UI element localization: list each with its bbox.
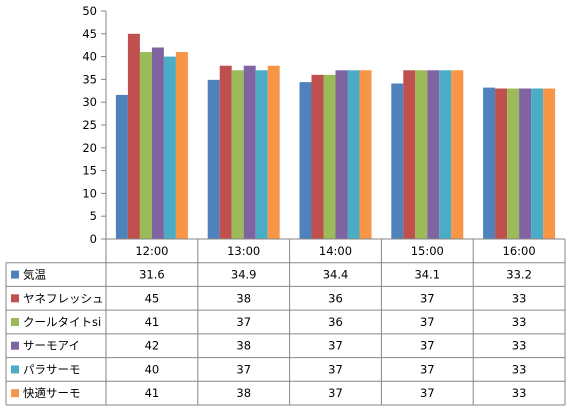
category-label: 16:00 — [503, 244, 536, 258]
bar — [175, 52, 188, 239]
bar — [243, 65, 256, 239]
bar — [323, 74, 336, 239]
legend-key — [11, 365, 19, 374]
bar — [543, 88, 556, 240]
data-label: 33 — [512, 386, 527, 400]
y-tick-label: 45 — [82, 27, 97, 41]
data-label: 33 — [512, 362, 527, 376]
data-label: 34.1 — [414, 268, 440, 282]
bar — [391, 83, 404, 239]
bar — [163, 56, 176, 239]
y-tick-label: 50 — [82, 4, 97, 18]
series-label: パラサーモ — [23, 362, 81, 376]
data-label: 38 — [236, 339, 251, 353]
y-tick-label: 10 — [82, 186, 97, 200]
bar — [495, 88, 508, 240]
data-label: 45 — [145, 291, 160, 305]
data-label: 37 — [420, 315, 435, 329]
data-label: 38 — [236, 291, 251, 305]
category-label: 12:00 — [135, 244, 168, 258]
series-label: サーモアイ — [23, 339, 80, 353]
bar — [507, 88, 520, 240]
y-tick-label: 40 — [82, 50, 97, 64]
bar — [403, 70, 416, 239]
series-label: 快適サーモ — [23, 386, 81, 400]
data-label: 31.6 — [139, 268, 165, 282]
y-tick-label: 15 — [82, 164, 97, 178]
bar — [531, 88, 544, 240]
bar — [451, 70, 464, 239]
bar — [359, 70, 372, 239]
legend-key — [11, 389, 19, 398]
series-label: クールタイトsi — [23, 315, 101, 329]
data-label: 37 — [328, 362, 343, 376]
bar — [439, 70, 452, 239]
data-label: 41 — [145, 315, 160, 329]
y-tick-label: 35 — [82, 72, 97, 86]
bar — [299, 82, 312, 239]
data-label: 33 — [512, 315, 527, 329]
category-label: 13:00 — [227, 244, 260, 258]
data-label: 37 — [420, 291, 435, 305]
bar — [483, 87, 496, 239]
bar — [347, 70, 360, 239]
data-label: 33 — [512, 291, 527, 305]
data-label: 37 — [328, 386, 343, 400]
data-label: 36 — [328, 315, 343, 329]
y-tick-label: 0 — [90, 232, 97, 246]
bar — [231, 70, 244, 239]
data-label: 37 — [236, 315, 251, 329]
bars — [115, 33, 556, 240]
data-label: 38 — [236, 386, 251, 400]
data-label: 41 — [145, 386, 160, 400]
series-label: 気温 — [23, 268, 46, 282]
data-label: 34.9 — [231, 268, 257, 282]
data-label: 34.4 — [323, 268, 349, 282]
data-label: 37 — [420, 362, 435, 376]
data-label: 37 — [420, 339, 435, 353]
data-label: 33 — [512, 339, 527, 353]
y-tick-label: 30 — [82, 95, 97, 109]
bar — [427, 70, 440, 239]
data-label: 37 — [236, 362, 251, 376]
bar — [219, 65, 232, 239]
data-label: 42 — [145, 339, 160, 353]
data-table: 12:00 13:00 14:00 15:00 16:00 気温 31.6 34.9 34.4 3… — [5, 238, 566, 406]
data-label: 36 — [328, 291, 343, 305]
bar — [151, 47, 164, 240]
bar — [519, 88, 532, 240]
legend-key — [11, 341, 19, 350]
data-label: 37 — [328, 339, 343, 353]
data-label: 33.2 — [506, 268, 532, 282]
legend-key — [11, 270, 19, 279]
bar — [415, 70, 428, 239]
bar — [139, 52, 152, 239]
bar — [335, 70, 348, 239]
y-tick-label: 20 — [82, 141, 97, 155]
y-tick-label: 5 — [90, 209, 97, 223]
legend-key — [11, 318, 19, 326]
y-axis: 0 5 10 15 20 25 30 35 40 45 50 — [82, 4, 107, 246]
bar — [311, 74, 324, 239]
data-label: 40 — [145, 362, 160, 376]
legend-key — [11, 294, 19, 303]
bar — [127, 33, 140, 239]
series-label: ヤネフレッシュ — [23, 291, 104, 305]
category-label: 14:00 — [319, 244, 352, 258]
bar — [115, 94, 128, 240]
category-label: 15:00 — [411, 244, 444, 258]
bar — [267, 65, 280, 239]
data-label: 37 — [420, 386, 435, 400]
bar — [207, 79, 220, 239]
bar — [255, 70, 268, 239]
y-tick-label: 25 — [82, 118, 97, 132]
